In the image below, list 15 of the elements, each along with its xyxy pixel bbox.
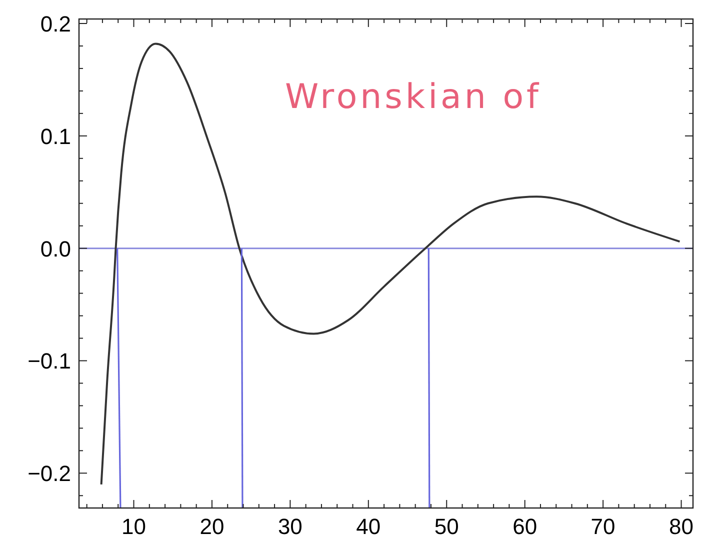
x-tick-label: 20 bbox=[200, 514, 224, 539]
x-tick-label: 60 bbox=[512, 514, 538, 539]
line-series bbox=[100, 42, 681, 486]
x-tick-label: 40 bbox=[356, 514, 381, 539]
y-tick-label: −0.2 bbox=[28, 461, 71, 486]
annotation: Wronskian of bbox=[285, 77, 542, 117]
x-tick-label: 70 bbox=[590, 514, 616, 539]
x-tick-label: 30 bbox=[278, 514, 302, 539]
x-tick-label: 80 bbox=[669, 514, 694, 539]
y-tick-label: −0.1 bbox=[28, 348, 71, 374]
y-tick-label: 0.2 bbox=[40, 11, 71, 36]
x-tick-label: 10 bbox=[122, 514, 146, 539]
y-tick-label: 0.1 bbox=[40, 124, 71, 149]
x-tick-label: 50 bbox=[434, 514, 459, 539]
y-tick-label: 0.0 bbox=[40, 236, 71, 262]
